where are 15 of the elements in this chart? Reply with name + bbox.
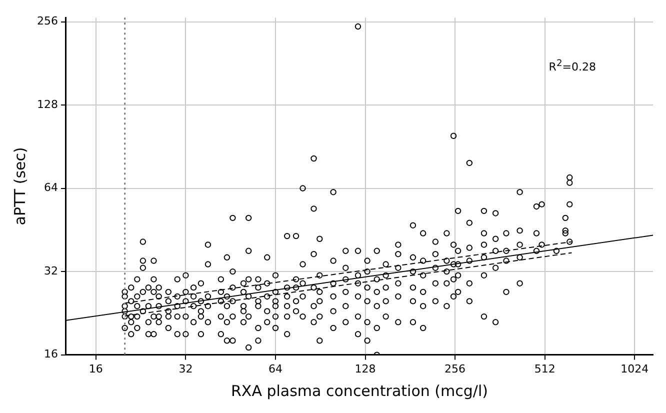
annotation: R$^{2}$=0.28 — [548, 58, 596, 74]
x-tick-label: 128 — [354, 362, 376, 376]
y-tick-label: 256 — [36, 14, 58, 28]
y-tick-label: 32 — [44, 264, 58, 278]
y-tick-label: 64 — [44, 181, 58, 194]
x-tick-label: 32 — [178, 362, 193, 376]
x-tick-label: 256 — [444, 362, 466, 376]
x-axis-title: RXA plasma concentration (mcg/l) — [231, 382, 488, 400]
y-tick-label: 128 — [36, 98, 58, 111]
x-tick-label: 512 — [534, 362, 556, 376]
y-tick-label: 16 — [44, 348, 58, 361]
x-tick-label: 1024 — [620, 362, 649, 376]
x-tick-label: 64 — [268, 362, 282, 376]
x-tick-label: 16 — [88, 362, 103, 376]
y-axis-title: aPTT (sec) — [10, 147, 29, 226]
